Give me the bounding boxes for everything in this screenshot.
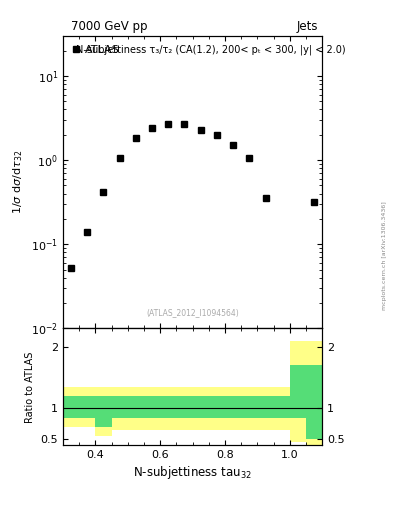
Bar — [274, 387, 290, 430]
Bar — [63, 387, 95, 427]
Bar — [290, 340, 306, 442]
Bar — [241, 396, 274, 418]
Y-axis label: 1/$\sigma$ d$\sigma$/d$\tau$$_{32}$: 1/$\sigma$ d$\sigma$/d$\tau$$_{32}$ — [12, 150, 26, 214]
Bar — [176, 387, 209, 430]
Line: ATLAS: ATLAS — [68, 121, 317, 271]
Legend: ATLAS: ATLAS — [68, 41, 123, 58]
Bar — [112, 396, 144, 418]
Bar — [209, 387, 241, 430]
ATLAS — [150, 125, 154, 131]
ATLAS — [263, 196, 268, 202]
Bar — [95, 396, 112, 427]
ATLAS — [198, 126, 203, 133]
Bar — [63, 396, 95, 418]
Text: 7000 GeV pp: 7000 GeV pp — [71, 20, 147, 33]
ATLAS — [166, 121, 171, 127]
ATLAS — [182, 121, 187, 127]
ATLAS — [85, 229, 90, 235]
ATLAS — [101, 189, 106, 195]
ATLAS — [69, 265, 73, 271]
Bar — [290, 366, 306, 418]
Bar — [95, 387, 112, 436]
ATLAS — [215, 132, 219, 138]
Text: Jets: Jets — [297, 20, 318, 33]
ATLAS — [231, 142, 235, 148]
Bar — [274, 396, 290, 418]
ATLAS — [247, 155, 252, 161]
Bar — [241, 387, 274, 430]
Text: (ATLAS_2012_I1094564): (ATLAS_2012_I1094564) — [146, 308, 239, 317]
Bar — [306, 366, 322, 439]
Bar — [209, 396, 241, 418]
Y-axis label: Ratio to ATLAS: Ratio to ATLAS — [25, 351, 35, 422]
Bar — [176, 396, 209, 418]
ATLAS — [117, 155, 122, 161]
Text: N-subjettiness τ₃/τ₂ (CA(1.2), 200< pₜ < 300, |y| < 2.0): N-subjettiness τ₃/τ₂ (CA(1.2), 200< pₜ <… — [76, 45, 345, 55]
ATLAS — [312, 199, 316, 205]
Bar — [144, 396, 176, 418]
ATLAS — [134, 135, 138, 141]
Bar — [144, 387, 176, 430]
X-axis label: N-subjettiness tau$_{32}$: N-subjettiness tau$_{32}$ — [133, 464, 252, 481]
Bar — [112, 387, 144, 430]
Text: mcplots.cern.ch [arXiv:1306.3436]: mcplots.cern.ch [arXiv:1306.3436] — [382, 202, 387, 310]
Bar — [306, 340, 322, 445]
